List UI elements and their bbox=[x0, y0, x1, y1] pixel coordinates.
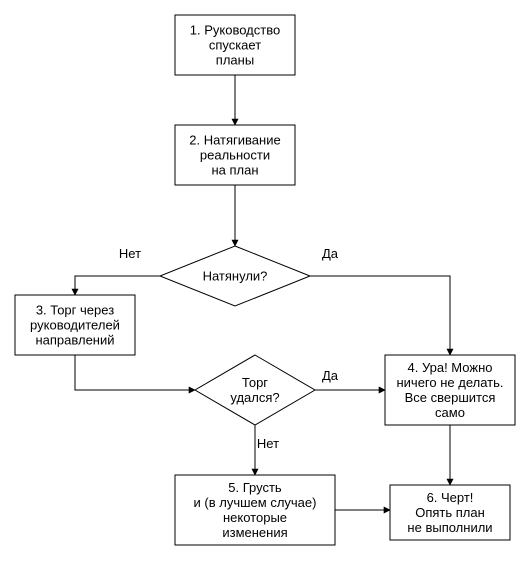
edge-label-e7: Нет bbox=[257, 436, 279, 451]
edge-e3 bbox=[75, 276, 160, 295]
edge-e4 bbox=[310, 276, 450, 355]
node-n2: 2. Натягиваниереальностина план bbox=[175, 125, 295, 185]
edge-e5 bbox=[75, 355, 195, 390]
svg-text:Натянули?: Натянули? bbox=[203, 269, 268, 284]
node-d2: Торгудался? bbox=[195, 355, 315, 425]
node-d1: Натянули? bbox=[160, 246, 310, 306]
node-n6: 6. Черт!Опять планне выполнили bbox=[390, 485, 510, 540]
node-n1: 1. Руководствоспускаетпланы bbox=[175, 15, 295, 75]
edge-label-e3: Нет bbox=[119, 246, 141, 261]
edge-label-e6: Да bbox=[322, 368, 339, 383]
node-n5: 5. Грустьи (в лучшем случае)некоторыеизм… bbox=[175, 475, 335, 545]
node-n4: 4. Ура! Можноничего не делать.Все сверши… bbox=[385, 355, 515, 425]
node-n3: 3. Торг черезруководителейнаправлений bbox=[15, 295, 135, 355]
svg-text:3. Торг черезруководителейнапр: 3. Торг черезруководителейнаправлений bbox=[30, 303, 120, 348]
edge-label-e4: Да bbox=[322, 246, 339, 261]
